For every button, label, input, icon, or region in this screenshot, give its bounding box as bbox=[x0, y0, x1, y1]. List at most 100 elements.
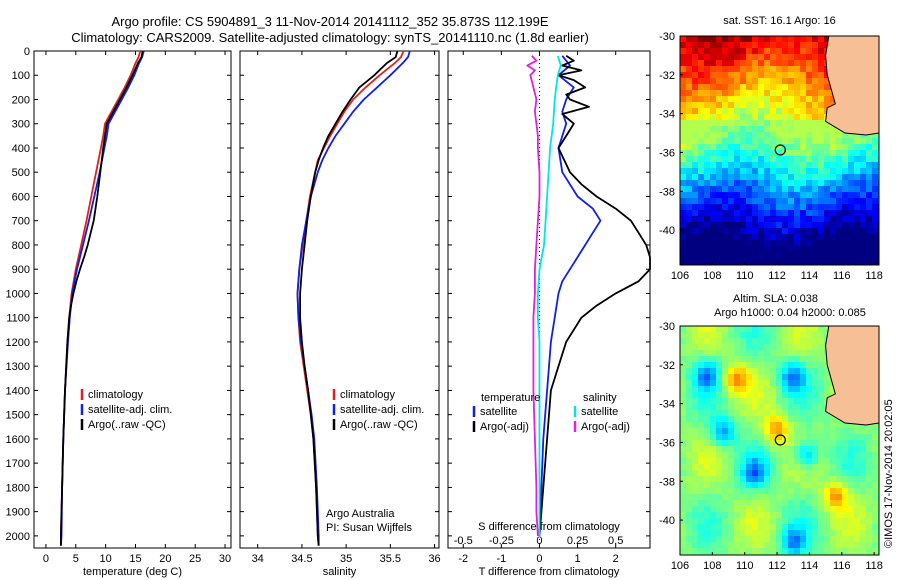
map-cell bbox=[728, 332, 734, 338]
map-cell bbox=[788, 72, 794, 78]
map-cell bbox=[770, 54, 776, 60]
map-cell bbox=[704, 458, 710, 464]
map-cell bbox=[716, 518, 722, 524]
map-cell bbox=[740, 102, 746, 108]
map-frame bbox=[679, 325, 880, 556]
map-cell bbox=[812, 488, 818, 494]
map-cell bbox=[704, 326, 710, 332]
map-cell bbox=[776, 66, 782, 72]
map-cell bbox=[806, 392, 812, 398]
map-cell bbox=[776, 464, 782, 470]
salinity-tick-label: -0.25 bbox=[489, 535, 514, 547]
map-cell bbox=[770, 246, 776, 252]
map-cell bbox=[782, 168, 788, 174]
map-cell bbox=[770, 446, 776, 452]
map-cell bbox=[758, 440, 764, 446]
map-cell bbox=[860, 228, 866, 234]
map-cell bbox=[698, 434, 704, 440]
map-cell bbox=[734, 440, 740, 446]
map-cell bbox=[806, 440, 812, 446]
map-cell bbox=[752, 518, 758, 524]
map-cell bbox=[806, 470, 812, 476]
map-cell bbox=[722, 344, 728, 350]
map-cell bbox=[722, 518, 728, 524]
map-cell bbox=[794, 410, 800, 416]
map-cell bbox=[830, 422, 836, 428]
map-title-line2: Argo h1000: 0.04 h2000: 0.085 bbox=[714, 307, 866, 319]
map-cell bbox=[740, 512, 746, 518]
map-cell bbox=[824, 198, 830, 204]
map-cell bbox=[722, 452, 728, 458]
map-cell bbox=[788, 434, 794, 440]
map-cell bbox=[764, 120, 770, 126]
map-cell bbox=[722, 132, 728, 138]
map-cell bbox=[686, 156, 692, 162]
map-cell bbox=[866, 494, 872, 500]
map-cell bbox=[800, 36, 806, 42]
map-cell bbox=[764, 404, 770, 410]
map-cell bbox=[752, 234, 758, 240]
map-field bbox=[680, 326, 879, 555]
map-cell bbox=[722, 48, 728, 54]
map-cell bbox=[800, 338, 806, 344]
map-cell bbox=[770, 542, 776, 548]
map-cell bbox=[716, 494, 722, 500]
map-cell bbox=[680, 234, 686, 240]
map-cell bbox=[686, 476, 692, 482]
map-cell bbox=[776, 338, 782, 344]
map-cell bbox=[734, 222, 740, 228]
map-cell bbox=[854, 422, 860, 428]
map-cell bbox=[704, 120, 710, 126]
map-cell bbox=[686, 246, 692, 252]
y-tick-label: 1500 bbox=[6, 410, 30, 422]
map-cell bbox=[872, 482, 878, 488]
map-cell bbox=[794, 246, 800, 252]
map-cell bbox=[740, 72, 746, 78]
map-cell bbox=[686, 500, 692, 506]
map-cell bbox=[836, 536, 842, 542]
map-cell bbox=[704, 464, 710, 470]
map-cell bbox=[812, 126, 818, 132]
map-cell bbox=[722, 482, 728, 488]
map-cell bbox=[722, 332, 728, 338]
map-cell bbox=[806, 234, 812, 240]
figure-title-line1: Argo profile: CS 5904891_3 11-Nov-2014 2… bbox=[111, 14, 549, 29]
map-cell bbox=[764, 494, 770, 500]
map-cell bbox=[692, 96, 698, 102]
map-cell bbox=[824, 192, 830, 198]
map-cell bbox=[716, 36, 722, 42]
map-cell bbox=[812, 422, 818, 428]
map-x-tick-label: 106 bbox=[671, 560, 689, 572]
map-cell bbox=[872, 240, 878, 246]
map-cell bbox=[854, 488, 860, 494]
map-cell bbox=[698, 246, 704, 252]
map-cell bbox=[698, 482, 704, 488]
map-cell bbox=[698, 222, 704, 228]
map-cell bbox=[824, 78, 830, 84]
map-cell bbox=[740, 186, 746, 192]
map-cell bbox=[806, 398, 812, 404]
map-cell bbox=[728, 42, 734, 48]
map-cell bbox=[758, 512, 764, 518]
map-cell bbox=[764, 374, 770, 380]
map-cell bbox=[854, 470, 860, 476]
map-cell bbox=[698, 156, 704, 162]
map-cell bbox=[794, 198, 800, 204]
map-cell bbox=[818, 500, 824, 506]
map-cell bbox=[698, 548, 704, 554]
map-cell bbox=[860, 548, 866, 554]
map-cell bbox=[746, 114, 752, 120]
map-cell bbox=[806, 150, 812, 156]
map-cell bbox=[812, 350, 818, 356]
panel-frame bbox=[33, 50, 232, 549]
map-cell bbox=[824, 228, 830, 234]
map-cell bbox=[704, 258, 710, 264]
map-cell bbox=[776, 60, 782, 66]
map-cell bbox=[698, 488, 704, 494]
map-cell bbox=[812, 198, 818, 204]
map-cell bbox=[686, 344, 692, 350]
map-cell bbox=[680, 512, 686, 518]
map-cell bbox=[848, 536, 854, 542]
map-cell bbox=[794, 506, 800, 512]
map-cell bbox=[800, 102, 806, 108]
